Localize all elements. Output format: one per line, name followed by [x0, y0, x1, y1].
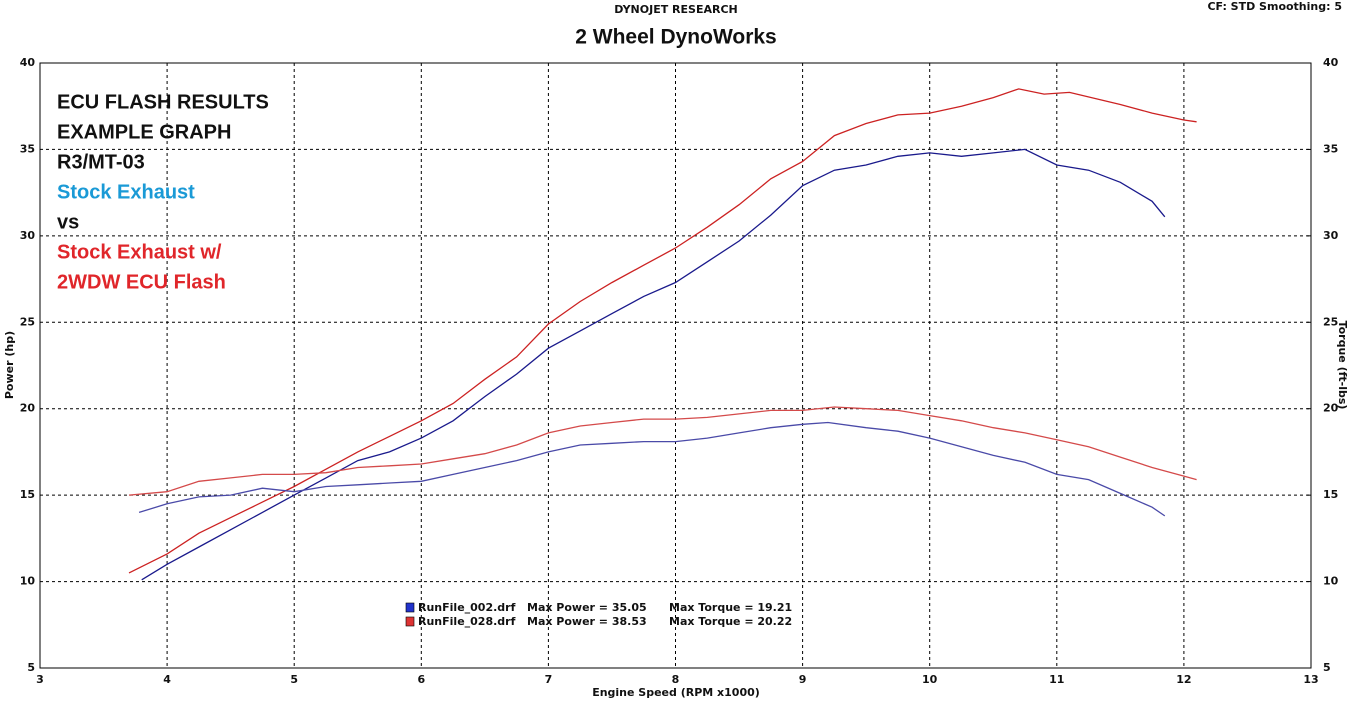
legend-torque: Max Torque = 20.22	[669, 615, 792, 628]
series-line	[128, 406, 1197, 496]
y-tick-label: 5	[27, 661, 35, 674]
y-tick-label: 25	[20, 315, 35, 328]
y2-tick-label: 40	[1323, 56, 1339, 69]
y-axis-title: Power (hp)	[3, 331, 16, 399]
annotation: 2WDW ECU Flash	[57, 271, 226, 293]
y2-tick-label: 10	[1323, 575, 1339, 588]
annotation: R3/MT-03	[57, 151, 145, 173]
y-tick-label: 15	[20, 488, 35, 501]
x-axis-title: Engine Speed (RPM x1000)	[592, 686, 760, 699]
series-line	[138, 421, 1166, 517]
x-tick-label: 13	[1303, 673, 1318, 686]
legend-file: RunFile_002.drf	[418, 601, 516, 614]
x-tick-label: 4	[163, 673, 171, 686]
annotation: EXAMPLE GRAPH	[57, 121, 231, 143]
chart-subtitle: DYNOJET RESEARCH	[614, 3, 737, 16]
annotation: vs	[57, 211, 79, 233]
annotation: ECU FLASH RESULTS	[57, 91, 269, 113]
y-tick-label: 35	[20, 142, 35, 155]
y2-tick-label: 25	[1323, 315, 1338, 328]
y-tick-label: 20	[20, 402, 36, 415]
x-tick-label: 9	[799, 673, 807, 686]
x-tick-label: 11	[1049, 673, 1064, 686]
x-tick-label: 3	[36, 673, 44, 686]
legend-file: RunFile_028.drf	[418, 615, 516, 628]
legend-swatch	[405, 616, 415, 627]
annotation: Stock Exhaust w/	[57, 241, 222, 263]
series-line	[128, 88, 1197, 574]
x-tick-label: 10	[922, 673, 938, 686]
corner-note: CF: STD Smoothing: 5	[1207, 0, 1342, 13]
y-tick-label: 40	[20, 56, 36, 69]
y2-tick-label: 30	[1323, 229, 1339, 242]
series-line	[141, 148, 1166, 581]
legend-power: Max Power = 38.53	[527, 615, 647, 628]
y2-tick-label: 35	[1323, 142, 1338, 155]
y-tick-label: 10	[20, 575, 36, 588]
x-tick-label: 8	[672, 673, 680, 686]
x-tick-label: 6	[417, 673, 425, 686]
chart-title: 2 Wheel DynoWorks	[575, 26, 777, 49]
y2-tick-label: 5	[1323, 661, 1331, 674]
legend-swatch	[405, 602, 415, 613]
annotation: Stock Exhaust	[57, 181, 195, 203]
y-tick-label: 30	[20, 229, 36, 242]
x-tick-label: 5	[290, 673, 298, 686]
x-tick-label: 7	[545, 673, 553, 686]
legend-torque: Max Torque = 19.21	[669, 601, 792, 614]
y2-tick-label: 15	[1323, 488, 1338, 501]
y2-axis-title: Torque (ft-lbs)	[1336, 321, 1349, 410]
legend-power: Max Power = 35.05	[527, 601, 647, 614]
y2-tick-label: 20	[1323, 402, 1339, 415]
x-tick-label: 12	[1176, 673, 1191, 686]
